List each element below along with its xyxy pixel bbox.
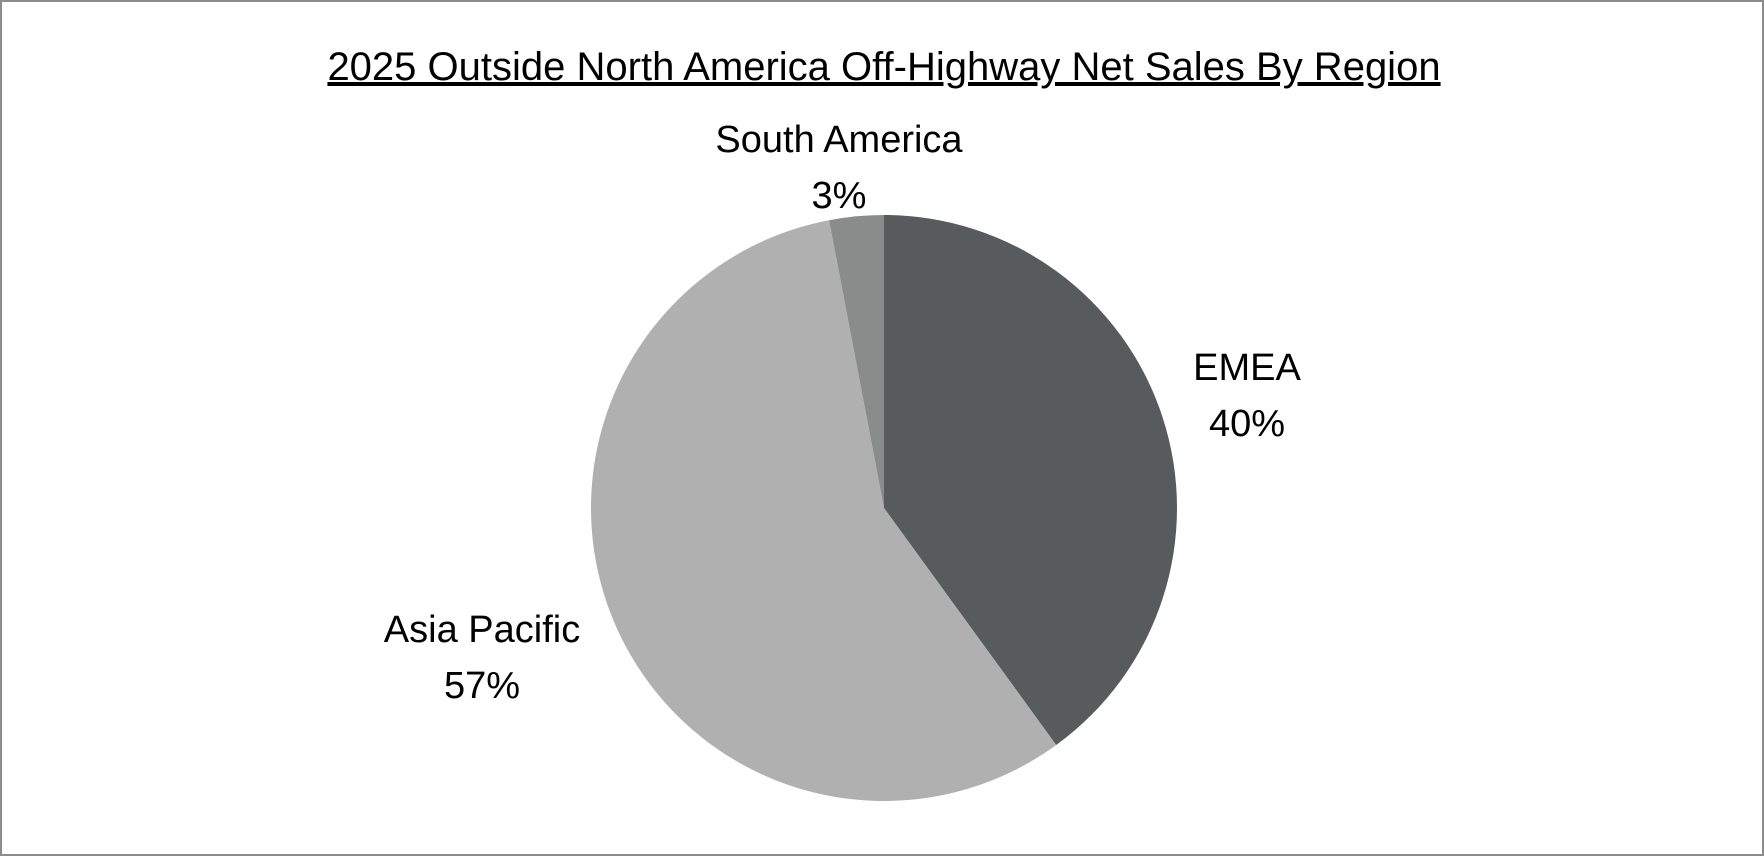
slice-label-name: South America: [715, 119, 963, 161]
pie-slice-south-america: [829, 215, 884, 508]
slice-labels: EMEA 40% Asia Pacific 57% South America 3%: [384, 119, 1302, 707]
pie-slice-emea: [884, 215, 1177, 746]
slice-label-value: 57%: [444, 665, 520, 707]
pie-slices: [591, 215, 1177, 802]
slice-label-name: Asia Pacific: [384, 609, 580, 651]
slice-label-name: EMEA: [1193, 347, 1301, 389]
slice-label-value: 3%: [812, 175, 867, 217]
pie-slice-asia-pacific: [591, 220, 1057, 802]
slice-label-value: 40%: [1209, 403, 1285, 445]
chart-title: 2025 Outside North America Off-Highway N…: [327, 45, 1440, 89]
